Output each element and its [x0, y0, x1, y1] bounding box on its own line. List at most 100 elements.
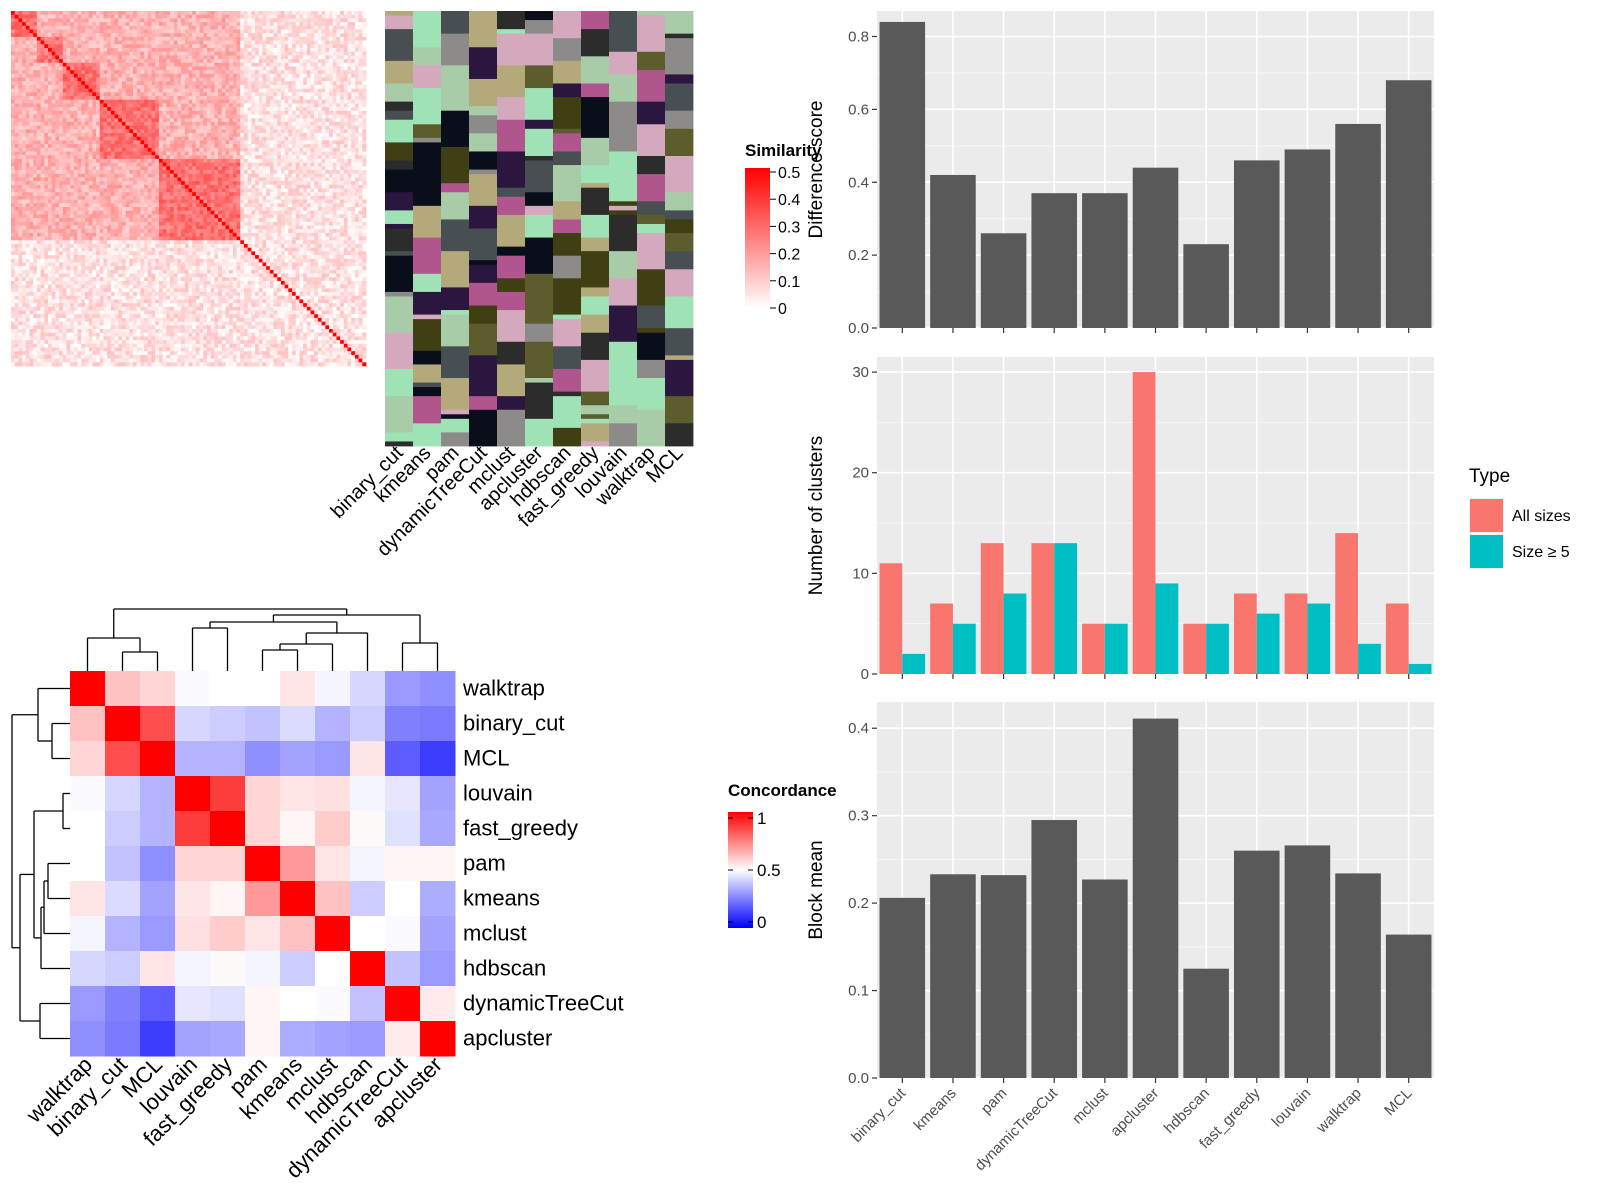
- similarity-cell: [362, 181, 367, 186]
- similarity-cell: [292, 47, 297, 53]
- similarity-cell: [77, 129, 82, 134]
- similarity-cell: [44, 40, 49, 45]
- similarity-cell: [329, 66, 334, 71]
- similarity-cell: [18, 188, 23, 193]
- similarity-cell: [170, 44, 175, 49]
- similarity-cell: [199, 118, 204, 123]
- similarity-cell: [162, 114, 167, 119]
- similarity-cell: [266, 121, 271, 127]
- similarity-cell: [66, 192, 71, 197]
- similarity-cell: [184, 14, 189, 19]
- similarity-cell: [269, 162, 274, 167]
- similarity-cell: [214, 188, 219, 193]
- similarity-cell: [329, 73, 334, 78]
- similarity-cell: [206, 14, 212, 19]
- similarity-cell: [44, 170, 49, 175]
- similarity-cell: [47, 14, 53, 19]
- similarity-cell: [273, 192, 278, 197]
- similarity-cell: [44, 103, 49, 108]
- similarity-cell: [88, 162, 93, 167]
- similarity-cell: [40, 88, 45, 93]
- similarity-cell: [329, 125, 334, 130]
- similarity-cell: [247, 70, 252, 75]
- similarity-cell: [70, 44, 75, 49]
- similarity-cell: [347, 14, 352, 19]
- similarity-cell: [206, 81, 212, 86]
- similarity-cell: [225, 170, 230, 175]
- similarity-cell: [284, 11, 289, 16]
- similarity-cell: [295, 192, 300, 197]
- similarity-cell: [269, 96, 274, 101]
- similarity-cell: [273, 36, 278, 41]
- similarity-cell: [73, 162, 78, 167]
- similarity-cell: [44, 184, 49, 189]
- similarity-cell: [240, 62, 245, 67]
- similarity-cell: [118, 136, 123, 141]
- similarity-cell: [121, 81, 127, 86]
- similarity-cell: [236, 99, 241, 104]
- similarity-cell: [325, 125, 330, 130]
- similarity-cell: [70, 144, 75, 149]
- similarity-cell: [306, 192, 311, 197]
- similarity-cell: [292, 88, 297, 93]
- similarity-cell: [162, 166, 167, 171]
- similarity-cell: [203, 162, 208, 167]
- similarity-cell: [314, 158, 319, 164]
- similarity-cell: [351, 36, 356, 41]
- similarity-cell: [103, 184, 108, 189]
- similarity-cell: [70, 184, 75, 189]
- similarity-cell: [288, 162, 293, 167]
- similarity-cell: [340, 25, 345, 30]
- similarity-cell: [162, 177, 167, 182]
- similarity-cell: [121, 199, 127, 204]
- similarity-cell: [354, 158, 360, 164]
- similarity-cell: [11, 203, 16, 208]
- similarity-cell: [210, 55, 215, 60]
- similarity-cell: [347, 66, 352, 71]
- similarity-cell: [47, 177, 53, 182]
- similarity-cell: [255, 166, 260, 171]
- similarity-cell: [225, 136, 230, 141]
- similarity-cell: [129, 177, 134, 182]
- similarity-cell: [14, 140, 19, 145]
- similarity-cell: [14, 125, 19, 130]
- similarity-cell: [229, 125, 234, 130]
- similarity-cell: [99, 118, 104, 123]
- similarity-cell: [66, 144, 71, 149]
- similarity-cell: [177, 88, 182, 93]
- similarity-cell: [247, 44, 252, 49]
- similarity-cell: [66, 110, 71, 115]
- similarity-cell: [25, 144, 30, 149]
- similarity-cell: [225, 195, 230, 200]
- similarity-cell: [354, 166, 360, 171]
- similarity-cell: [73, 47, 78, 53]
- similarity-cell: [158, 136, 164, 141]
- similarity-cell: [314, 151, 319, 156]
- similarity-cell: [295, 166, 300, 171]
- similarity-cell: [203, 118, 208, 123]
- similarity-cell: [199, 11, 204, 16]
- similarity-cell: [354, 140, 360, 145]
- similarity-cell: [236, 36, 241, 41]
- similarity-cell: [40, 162, 45, 167]
- similarity-cell: [258, 158, 263, 164]
- similarity-cell: [214, 99, 219, 104]
- similarity-cell: [354, 107, 360, 112]
- similarity-cell: [144, 96, 149, 101]
- similarity-cell: [140, 36, 145, 41]
- similarity-cell: [258, 151, 263, 156]
- similarity-cell: [170, 62, 175, 67]
- similarity-cell: [129, 121, 134, 127]
- similarity-cell: [110, 25, 115, 30]
- similarity-cell: [277, 70, 282, 75]
- similarity-cell: [140, 184, 145, 189]
- similarity-cell: [133, 59, 138, 64]
- similarity-cell: [229, 66, 234, 71]
- similarity-cell: [18, 144, 23, 149]
- similarity-cell: [218, 170, 223, 175]
- similarity-cell: [44, 62, 49, 67]
- similarity-cell: [240, 155, 245, 160]
- similarity-cell: [358, 47, 363, 53]
- similarity-cell: [325, 70, 330, 75]
- similarity-cell: [240, 136, 245, 141]
